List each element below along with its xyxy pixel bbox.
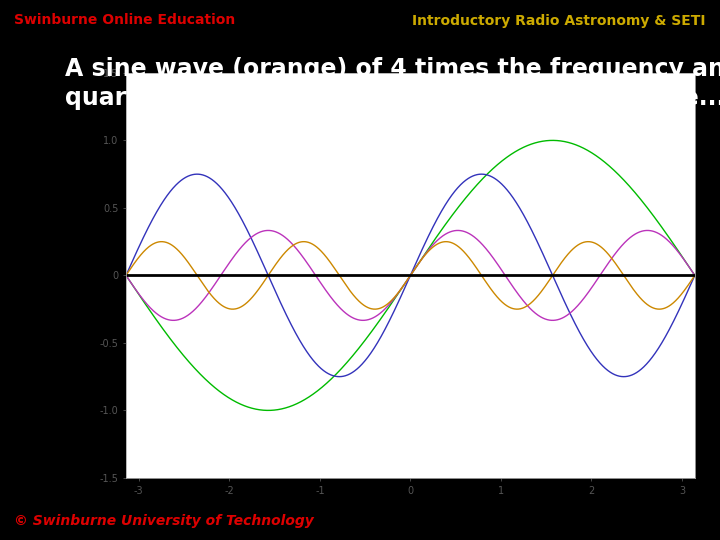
Text: Introductory Radio Astronomy & SETI: Introductory Radio Astronomy & SETI <box>412 14 706 28</box>
Text: Swinburne Online Education: Swinburne Online Education <box>14 14 235 28</box>
Text: © Swinburne University of Technology: © Swinburne University of Technology <box>14 514 314 528</box>
Text: A sine wave (orange) of 4 times the frequency and one
quarter the amplitude of t: A sine wave (orange) of 4 times the freq… <box>65 57 720 110</box>
